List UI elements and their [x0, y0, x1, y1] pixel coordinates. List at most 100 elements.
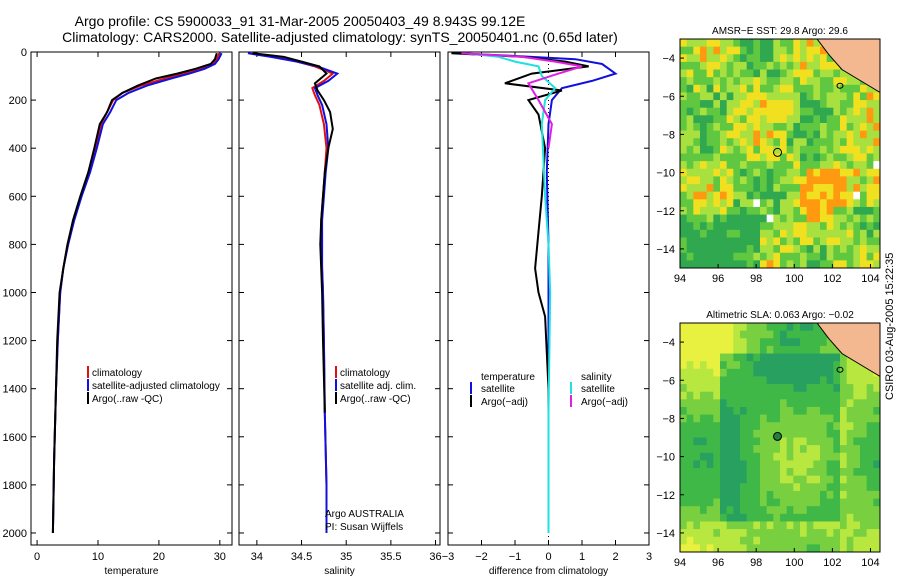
map-cell [726, 237, 734, 246]
map-cell [780, 384, 788, 393]
map-cell [720, 506, 728, 515]
map-cell [786, 191, 794, 200]
map-cell [693, 46, 701, 55]
map-cell [746, 176, 754, 185]
map-cell [806, 206, 814, 215]
map-cell [713, 77, 721, 86]
map-cell [693, 338, 701, 347]
map-cell [786, 376, 794, 385]
map-cell [786, 490, 794, 499]
map-cell [866, 138, 874, 147]
map-cell [740, 214, 748, 223]
map-cell [846, 229, 854, 238]
map-cell [813, 414, 821, 423]
map-cell [873, 206, 881, 215]
map-cell [833, 490, 841, 499]
map-cell [820, 345, 828, 354]
map-cell [760, 54, 768, 63]
map-cell [833, 513, 841, 522]
map-cell [733, 353, 741, 362]
map-cell [846, 237, 854, 246]
map-cell [733, 544, 741, 553]
map-cell [700, 222, 708, 231]
map-cell [806, 229, 814, 238]
map-cell [773, 115, 781, 124]
map-cell [746, 237, 754, 246]
map-cell [686, 245, 694, 254]
map-cell [760, 483, 768, 492]
map-cell [706, 260, 714, 269]
map-cell [766, 460, 774, 469]
map-cell [680, 460, 688, 469]
map-cell [740, 414, 748, 423]
map-cell [726, 161, 734, 170]
map-cell [793, 214, 801, 223]
map-cell [760, 145, 768, 154]
map-cell [800, 361, 808, 370]
map-cell [733, 206, 741, 215]
map-cell [726, 206, 734, 215]
depth-tick-label: 800 [9, 239, 27, 251]
map-cell [706, 84, 714, 93]
map-cell [806, 414, 814, 423]
map-cell [820, 252, 828, 261]
map-cell [860, 429, 868, 438]
map-cell [686, 176, 694, 185]
map-cell [813, 107, 821, 116]
map-cell [693, 61, 701, 70]
map-cell [713, 475, 721, 484]
map-cell [740, 475, 748, 484]
map-cell [820, 46, 828, 55]
map-cell [873, 506, 881, 515]
map-cell [713, 237, 721, 246]
map-cell [693, 153, 701, 162]
map-cell [680, 468, 688, 477]
map-cell [786, 353, 794, 362]
map-cell [680, 161, 688, 170]
map-cell [860, 490, 868, 499]
map-cell [806, 237, 814, 246]
map-cell [806, 138, 814, 147]
map-cell [846, 168, 854, 177]
map-cell [686, 498, 694, 507]
map-cell [833, 69, 841, 78]
map-cell [746, 490, 754, 499]
map-cell [740, 330, 748, 339]
map-cell [806, 39, 814, 48]
map-cell [693, 69, 701, 78]
difference-legend-title: salinity [581, 372, 612, 383]
map-cell [826, 406, 834, 415]
map-cell [686, 122, 694, 131]
map-cell [686, 490, 694, 499]
map-cell [680, 384, 688, 393]
map-cell [860, 544, 868, 553]
map-cell [820, 153, 828, 162]
map-cell [820, 506, 828, 515]
map-cell [680, 77, 688, 86]
map-cell [706, 168, 714, 177]
difference-series-satellite [454, 52, 618, 533]
map-cell [753, 54, 761, 63]
map-cell [720, 138, 728, 147]
map-cell [680, 345, 688, 354]
map-cell [760, 353, 768, 362]
map-cell [726, 429, 734, 438]
map-cell [800, 191, 808, 200]
map-cell [726, 92, 734, 101]
map-cell [680, 475, 688, 484]
map-cell [793, 122, 801, 131]
map-cell [833, 460, 841, 469]
sla-map-x-tick-label: 100 [785, 557, 803, 569]
temperature-x-tick-label: 0 [34, 551, 40, 563]
map-cell [840, 368, 848, 377]
map-cell [680, 252, 688, 261]
map-cell [760, 237, 768, 246]
map-cell [686, 460, 694, 469]
map-cell [866, 536, 874, 545]
map-cell [760, 338, 768, 347]
map-cell [793, 460, 801, 469]
map-cell [786, 468, 794, 477]
map-cell [806, 399, 814, 408]
map-cell [720, 252, 728, 261]
map-cell [840, 406, 848, 415]
